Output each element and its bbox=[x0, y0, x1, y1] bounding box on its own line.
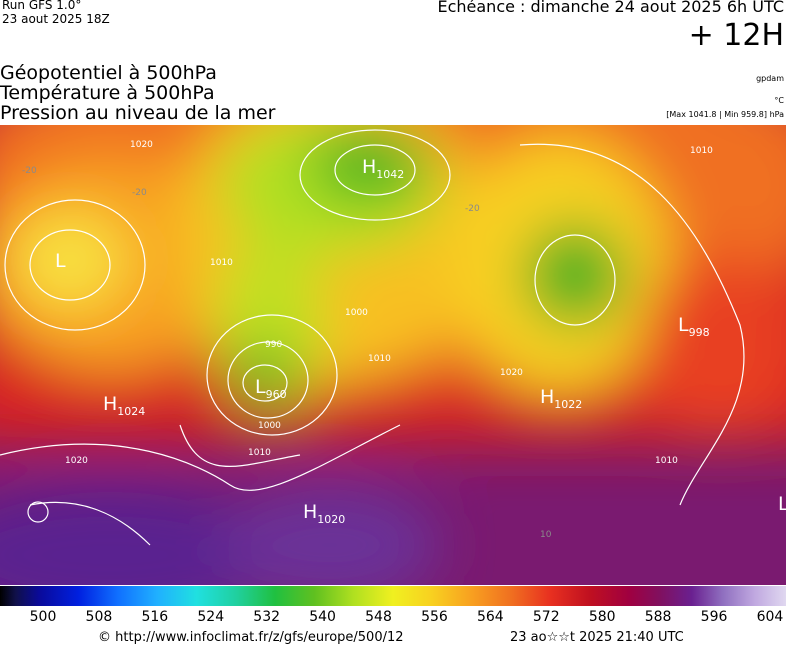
center-value: 1020 bbox=[317, 513, 345, 526]
center-letter: L bbox=[55, 250, 66, 272]
center-letter: H bbox=[103, 393, 117, 415]
center-value: 1022 bbox=[554, 398, 582, 411]
temperature-field bbox=[0, 125, 786, 585]
colorbar-label: 516 bbox=[141, 609, 169, 625]
isobar-label: 1010 bbox=[210, 258, 233, 268]
pressure-center: L bbox=[55, 250, 66, 272]
run-date: 23 aout 2025 18Z bbox=[2, 12, 110, 26]
title: Pression au niveau de la mer bbox=[0, 102, 276, 124]
pressure-center: H1020 bbox=[303, 501, 345, 526]
center-value: 1042 bbox=[376, 168, 404, 181]
pressure-center: H1042 bbox=[362, 156, 404, 181]
temperature-label: -20 bbox=[22, 166, 37, 176]
colorbar-label: 508 bbox=[85, 609, 113, 625]
colorbar-label: 548 bbox=[365, 609, 392, 625]
center-letter: H bbox=[540, 386, 554, 408]
center-value: 960 bbox=[266, 388, 287, 401]
colorbar-label: 500 bbox=[29, 609, 57, 625]
unit: [Max 1041.8 | Min 959.8] hPa bbox=[666, 110, 784, 119]
temperature-label: -20 bbox=[132, 188, 147, 198]
temperature-label: -20 bbox=[465, 204, 480, 214]
center-letter: L bbox=[678, 314, 689, 336]
isobar-label: 1000 bbox=[258, 421, 281, 431]
colorbar-label: 580 bbox=[588, 609, 616, 625]
center-letter: L bbox=[255, 376, 266, 398]
pressure-center: L998 bbox=[678, 314, 710, 339]
pressure-center: H1022 bbox=[540, 386, 582, 411]
isobar-label: 1010 bbox=[690, 146, 713, 156]
isobar-label: 1010 bbox=[368, 354, 391, 364]
footer-generated: 23 ao☆☆t 2025 21:40 UTC bbox=[510, 630, 684, 645]
temperature-label: 10 bbox=[540, 530, 552, 540]
center-value: 998 bbox=[689, 326, 710, 339]
title: Température à 500hPa bbox=[0, 82, 215, 104]
unit: gpdam bbox=[756, 74, 784, 83]
isobars bbox=[0, 129, 745, 546]
isobar-label: 1020 bbox=[500, 368, 523, 378]
colorbar-label: 564 bbox=[476, 609, 504, 625]
map: H1042L960H1024H1020H1022L998LL1020101010… bbox=[0, 125, 786, 585]
colorbar-label: 588 bbox=[644, 609, 672, 625]
isobar-label: 1010 bbox=[655, 456, 678, 466]
footer-source: © http://www.infoclimat.fr/z/gfs/europe/… bbox=[98, 630, 404, 645]
colorbar-label: 556 bbox=[421, 609, 448, 625]
colorbar-label: 532 bbox=[253, 609, 281, 625]
pressure-center: L bbox=[778, 493, 786, 515]
colorbar-label: 540 bbox=[309, 609, 336, 625]
colorbar-label: 524 bbox=[197, 609, 225, 625]
run-label: Run GFS 1.0° bbox=[2, 0, 82, 12]
unit: °C bbox=[774, 96, 784, 105]
center-letter: H bbox=[362, 156, 376, 178]
pressure-center: L960 bbox=[255, 376, 287, 401]
isobar-label: 990 bbox=[265, 340, 282, 350]
title: Géopotentiel à 500hPa bbox=[0, 62, 217, 84]
colorbar-label: 596 bbox=[700, 609, 728, 625]
center-letter: H bbox=[303, 501, 317, 523]
isobar-label: 1010 bbox=[248, 448, 271, 458]
colorbar-label: 572 bbox=[532, 609, 560, 625]
isobar-label: 1020 bbox=[65, 456, 88, 466]
pressure-center: H1024 bbox=[103, 393, 145, 418]
colorbar-label: 604 bbox=[756, 609, 784, 625]
echeance: Echéance : dimanche 24 aout 2025 6h UTC bbox=[437, 0, 784, 16]
center-value: 1024 bbox=[117, 405, 145, 418]
center-letter: L bbox=[778, 493, 786, 515]
lead-time: + 12H bbox=[688, 18, 784, 53]
colorbar bbox=[0, 586, 786, 606]
isobar-label: 1000 bbox=[345, 308, 368, 318]
isobar-label: 1020 bbox=[130, 140, 153, 150]
